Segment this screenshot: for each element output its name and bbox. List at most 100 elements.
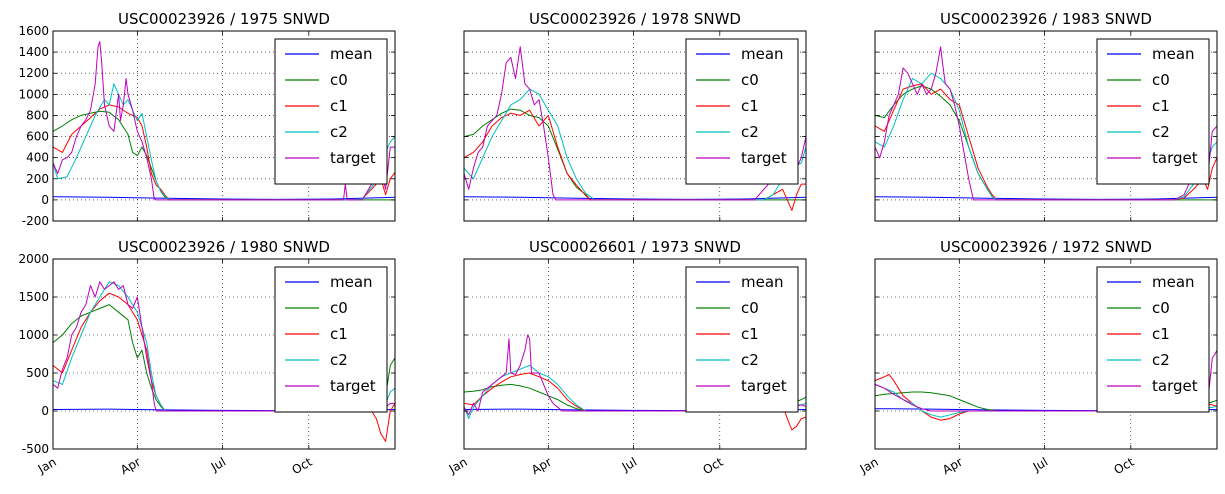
legend-label-c2: c2 xyxy=(1152,351,1170,369)
legend-box xyxy=(274,38,388,185)
legend-label-mean: mean xyxy=(741,273,784,291)
y-tick-label: 0 xyxy=(41,404,49,418)
y-tick-label: 1200 xyxy=(18,66,49,80)
series-line-c1 xyxy=(53,292,395,442)
legend-label-c1: c1 xyxy=(330,97,348,115)
legend-label-c0: c0 xyxy=(741,299,759,317)
legend-box xyxy=(274,266,388,413)
legend-label-c1: c1 xyxy=(1152,97,1170,115)
legend-label-c0: c0 xyxy=(330,299,348,317)
legend-box xyxy=(685,266,799,413)
plot-frame xyxy=(874,258,1218,450)
legend: mean c0 c1 c2 target xyxy=(274,266,388,413)
subplot-title: USC00023926 / 1972 SNWD xyxy=(940,238,1152,256)
legend-label-c2: c2 xyxy=(741,351,759,369)
legend-label-c1: c1 xyxy=(741,325,759,343)
legend-label-c2: c2 xyxy=(1152,123,1170,141)
y-tick-label: 1000 xyxy=(18,87,49,101)
legend-label-mean: mean xyxy=(1152,273,1195,291)
plot-frame xyxy=(52,258,396,450)
series-line-target xyxy=(875,349,1217,412)
legend-box xyxy=(1096,266,1210,413)
legend-label-c1: c1 xyxy=(741,97,759,115)
legend: mean c0 c1 c2 target xyxy=(685,266,799,413)
legend-label-c2: c2 xyxy=(330,351,348,369)
legend-label-mean: mean xyxy=(330,273,373,291)
x-tick-label: Jan xyxy=(857,455,881,477)
legend-label-mean: mean xyxy=(330,45,373,63)
series-line-c1 xyxy=(464,109,806,211)
series-line-c2 xyxy=(53,83,395,201)
x-tick-label: Jul xyxy=(208,455,228,475)
subplot-1: -200 0 200 400 600 800 1000 1200 1400 1600 USC0002… xyxy=(18,10,396,228)
x-tick-label: Apr xyxy=(529,455,554,478)
plot-frame xyxy=(52,30,396,222)
legend-label-c2: c2 xyxy=(741,123,759,141)
y-tick-label: 400 xyxy=(26,151,49,165)
x-tick-label: Jul xyxy=(1030,455,1050,475)
x-tick-label: Jul xyxy=(619,455,639,475)
legend-label-c0: c0 xyxy=(741,71,759,89)
legend: mean c0 c1 c2 target xyxy=(274,38,388,185)
legend-label-target: target xyxy=(741,149,787,167)
y-tick-label: 800 xyxy=(26,108,49,122)
subplot-title: USC00023926 / 1983 SNWD xyxy=(940,10,1152,28)
legend: mean c0 c1 c2 target xyxy=(685,38,799,185)
subplot-4: -500 0 500 1000 1500 2000 Jan Apr Jul Oct USC00023… xyxy=(18,238,396,478)
legend-label-target: target xyxy=(330,149,376,167)
legend-label-c0: c0 xyxy=(1152,299,1170,317)
x-tick-label: Jan xyxy=(35,455,59,477)
subplot-title: USC00026601 / 1973 SNWD xyxy=(529,238,741,256)
legend-label-mean: mean xyxy=(1152,45,1195,63)
legend-label-target: target xyxy=(741,377,787,395)
y-tick-label: 500 xyxy=(26,366,49,380)
series-line-c2 xyxy=(875,72,1217,201)
y-tick-label: 1400 xyxy=(18,45,49,59)
x-tick-label: Oct xyxy=(701,455,726,478)
legend-label-target: target xyxy=(1152,149,1198,167)
legend-label-target: target xyxy=(330,377,376,395)
y-tick-label: 200 xyxy=(26,172,49,186)
subplot-title: USC00023926 / 1980 SNWD xyxy=(118,238,330,256)
series-line-mean xyxy=(464,196,806,200)
series-line-c1 xyxy=(464,372,806,431)
legend-box xyxy=(685,38,799,185)
y-tick-label: 0 xyxy=(41,193,49,207)
series-line-target xyxy=(53,41,395,201)
series-line-c1 xyxy=(53,104,395,201)
legend-label-mean: mean xyxy=(741,45,784,63)
plot-frame xyxy=(874,30,1218,222)
legend-box xyxy=(1096,38,1210,185)
plot-frame xyxy=(463,30,807,222)
legend: mean c0 c1 c2 target xyxy=(1096,38,1210,185)
legend-label-c1: c1 xyxy=(330,325,348,343)
subplot-title: USC00023926 / 1975 SNWD xyxy=(118,10,330,28)
series-group xyxy=(53,41,395,201)
subplot-title: USC00023926 / 1978 SNWD xyxy=(529,10,741,28)
series-line-target xyxy=(875,46,1217,201)
y-tick-label: 600 xyxy=(26,130,49,144)
y-tick-label: 1000 xyxy=(18,328,49,342)
plot-frame xyxy=(463,258,807,450)
y-tick-label: 1600 xyxy=(18,24,49,38)
legend-label-c0: c0 xyxy=(330,71,348,89)
y-tick-label: 2000 xyxy=(18,252,49,266)
series-line-mean xyxy=(53,196,395,200)
x-tick-label: Apr xyxy=(118,455,143,478)
y-tick-label: -500 xyxy=(22,442,49,456)
y-tick-label: 1500 xyxy=(18,290,49,304)
x-tick-label: Oct xyxy=(1112,455,1137,478)
x-tick-label: Oct xyxy=(290,455,315,478)
series-line-mean xyxy=(875,196,1217,200)
legend-label-c1: c1 xyxy=(1152,325,1170,343)
legend: mean c0 c1 c2 target xyxy=(1096,266,1210,413)
x-tick-label: Apr xyxy=(940,455,965,478)
legend-label-c2: c2 xyxy=(330,123,348,141)
y-tick-label: -200 xyxy=(22,214,49,228)
